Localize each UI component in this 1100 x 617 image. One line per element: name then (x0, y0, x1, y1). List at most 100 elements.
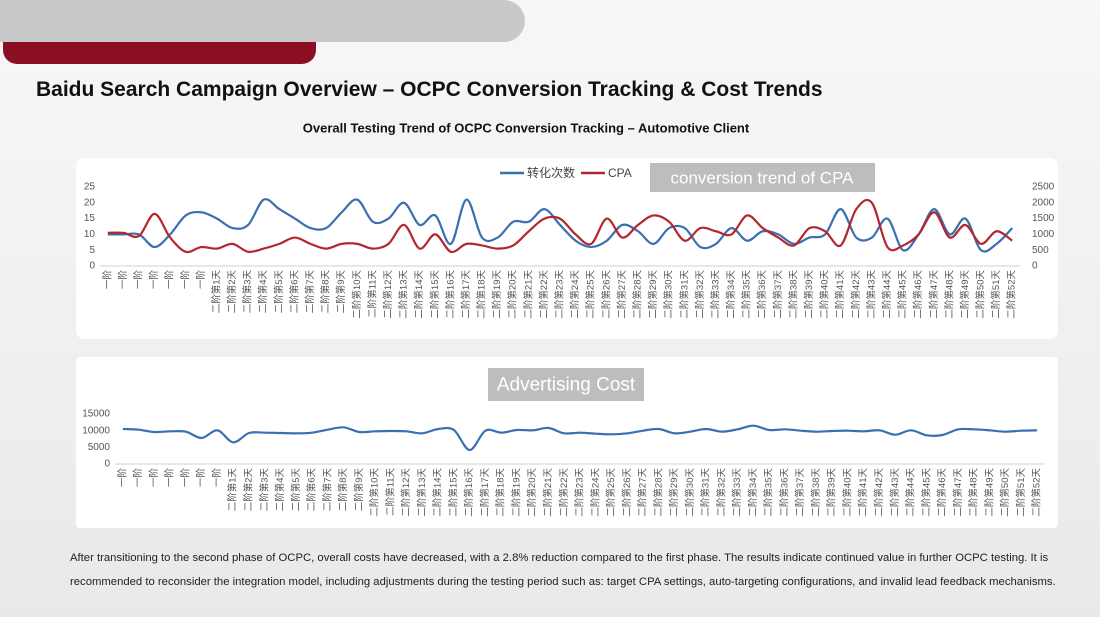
x-tick-label: 二阶第37天 (772, 270, 784, 319)
x-tick-label: 二阶第13天 (416, 468, 428, 517)
x-tick-label: 二阶第7天 (304, 270, 316, 314)
x-tick-label: 二阶第16天 (463, 468, 475, 517)
x-tick-label: 二阶第22天 (558, 468, 570, 517)
x-tick-label: 二阶第16天 (444, 270, 456, 319)
x-tick-label: 二阶第12天 (382, 270, 394, 319)
x-tick-label: 二阶第29天 (668, 468, 680, 517)
x-tick-label: 二阶第23天 (554, 270, 566, 319)
x-tick-label: 二阶第37天 (794, 468, 806, 517)
x-tick-label: 二阶第40天 (819, 270, 831, 319)
x-tick-label: 二阶第1天 (210, 270, 222, 314)
x-tick-label: 二阶第46天 (936, 468, 948, 517)
x-tick-label: 二阶第35天 (741, 270, 753, 319)
line-series (107, 198, 1013, 253)
y-tick-label: 0 (89, 261, 95, 272)
x-tick-label: 二阶第36天 (778, 468, 790, 517)
x-tick-label: 二阶第31天 (700, 468, 712, 517)
x-tick-label: 二阶第12天 (400, 468, 412, 517)
y-tick-label: 0 (104, 459, 110, 470)
x-tick-label: 二阶第32天 (694, 270, 706, 319)
x-tick-label: 二阶第47天 (928, 270, 940, 319)
x-tick-label: 二阶第17天 (460, 270, 472, 319)
x-tick-label: 二阶第52天 (1031, 468, 1043, 517)
summary-text: After transitioning to the second phase … (70, 552, 1056, 588)
x-tick-label: 二阶第26天 (621, 468, 633, 517)
x-tick-label: 一阶 (132, 468, 144, 488)
y-tick-label: 5 (89, 245, 95, 256)
annotation-box (650, 163, 875, 192)
x-tick-label: 二阶第6天 (288, 270, 300, 314)
x-tick-label: 二阶第24天 (569, 270, 581, 319)
y-tick-label: 10000 (82, 425, 110, 436)
x-tick-label: 二阶第1天 (227, 468, 239, 512)
line-series (122, 424, 1038, 452)
x-tick-label: 二阶第14天 (432, 468, 444, 517)
x-tick-label: 一阶 (179, 270, 191, 290)
x-tick-label: 二阶第18天 (495, 468, 507, 517)
x-tick-label: 二阶第15天 (447, 468, 459, 517)
x-tick-label: 二阶第15天 (429, 270, 441, 319)
y2-tick-label: 0 (1032, 261, 1038, 272)
x-tick-label: 二阶第22天 (538, 270, 550, 319)
x-tick-label: 二阶第19天 (510, 468, 522, 517)
x-tick-label: 二阶第11天 (366, 270, 378, 318)
x-tick-label: 二阶第30天 (663, 270, 675, 319)
x-tick-label: 一阶 (116, 468, 128, 488)
x-tick-label: 二阶第3天 (258, 468, 270, 512)
x-tick-label: 二阶第7天 (321, 468, 333, 512)
x-tick-label: 二阶第50天 (975, 270, 987, 319)
x-tick-label: 二阶第38天 (810, 468, 822, 517)
x-tick-label: 二阶第5天 (290, 468, 302, 512)
x-tick-label: 二阶第35天 (763, 468, 775, 517)
x-tick-label: 二阶第9天 (335, 270, 347, 314)
x-tick-label: 二阶第2天 (242, 468, 254, 512)
x-tick-label: 二阶第30天 (684, 468, 696, 517)
x-tick-label: 二阶第8天 (320, 270, 332, 314)
x-tick-label: 二阶第43天 (865, 270, 877, 319)
x-tick-label: 一阶 (195, 468, 207, 488)
x-tick-label: 二阶第29天 (647, 270, 659, 319)
x-tick-label: 二阶第47天 (952, 468, 964, 517)
x-tick-label: 二阶第21天 (522, 270, 534, 319)
x-tick-label: 一阶 (148, 270, 160, 290)
page-title: Baidu Search Campaign Overview – OCPC Co… (36, 78, 823, 101)
x-tick-label: 一阶 (164, 270, 176, 290)
x-tick-label: 二阶第51天 (1015, 468, 1027, 517)
x-tick-label: 二阶第49天 (983, 468, 995, 517)
x-tick-label: 二阶第31天 (678, 270, 690, 319)
charts: Overall Testing Trend of OCPC Conversion… (76, 120, 1058, 528)
y2-tick-label: 500 (1032, 245, 1049, 256)
x-tick-label: 二阶第21天 (542, 468, 554, 517)
y-tick-label: 20 (84, 197, 96, 208)
x-tick-label: 二阶第2天 (226, 270, 238, 314)
x-tick-label: 二阶第52天 (1006, 270, 1018, 319)
x-tick-label: 二阶第27天 (616, 270, 628, 319)
x-tick-label: 一阶 (101, 270, 113, 290)
x-tick-label: 二阶第26天 (600, 270, 612, 319)
x-tick-label: 二阶第40天 (841, 468, 853, 517)
chart-title-box (488, 368, 644, 401)
y-tick-label: 15000 (82, 409, 110, 420)
x-tick-label: 二阶第46天 (912, 270, 924, 319)
x-tick-label: 二阶第19天 (491, 270, 503, 319)
x-tick-label: 二阶第25天 (585, 270, 597, 319)
chart-title: Advertising Cost (497, 375, 636, 396)
y2-tick-label: 1000 (1032, 229, 1055, 240)
x-tick-label: 二阶第28天 (652, 468, 664, 517)
y2-tick-label: 2000 (1032, 197, 1055, 208)
x-tick-label: 二阶第17天 (479, 468, 491, 517)
x-tick-label: 二阶第9天 (353, 468, 365, 512)
x-tick-label: 二阶第34天 (725, 270, 737, 319)
x-tick-label: 二阶第33天 (731, 468, 743, 517)
x-tick-label: 二阶第33天 (709, 270, 721, 319)
chart-card (76, 357, 1058, 528)
x-tick-label: 二阶第41天 (857, 468, 869, 517)
x-tick-label: 二阶第42天 (873, 468, 885, 517)
y-tick-label: 25 (84, 182, 96, 193)
x-tick-label: 一阶 (211, 468, 223, 488)
x-tick-label: 二阶第8天 (337, 468, 349, 512)
x-tick-label: 二阶第20天 (507, 270, 519, 319)
x-tick-label: 二阶第36天 (756, 270, 768, 319)
x-tick-label: 二阶第25天 (605, 468, 617, 517)
